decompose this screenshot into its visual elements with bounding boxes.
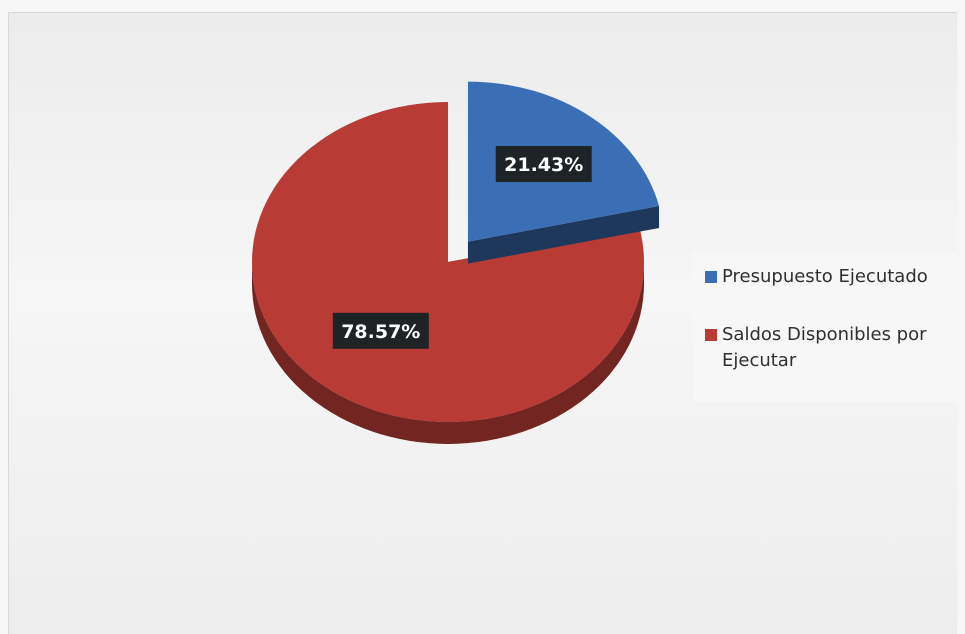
svg-text:21.43%: 21.43% [504, 154, 583, 176]
data-label-1: 78.57% [332, 312, 429, 349]
svg-text:78.57%: 78.57% [341, 321, 420, 343]
legend: Presupuesto Ejecutado Saldos Disponibles… [693, 252, 957, 402]
legend-swatch-saldos-disponibles [705, 329, 717, 341]
legend-item-presupuesto-ejecutado: Presupuesto Ejecutado [705, 264, 947, 290]
legend-item-saldos-disponibles: Saldos Disponibles por Ejecutar [705, 322, 947, 374]
legend-label-presupuesto-ejecutado: Presupuesto Ejecutado [722, 266, 928, 287]
legend-swatch-presupuesto-ejecutado [705, 271, 717, 283]
legend-label-saldos-disponibles: Saldos Disponibles por Ejecutar [722, 324, 927, 371]
data-label-0: 21.43% [495, 146, 592, 183]
